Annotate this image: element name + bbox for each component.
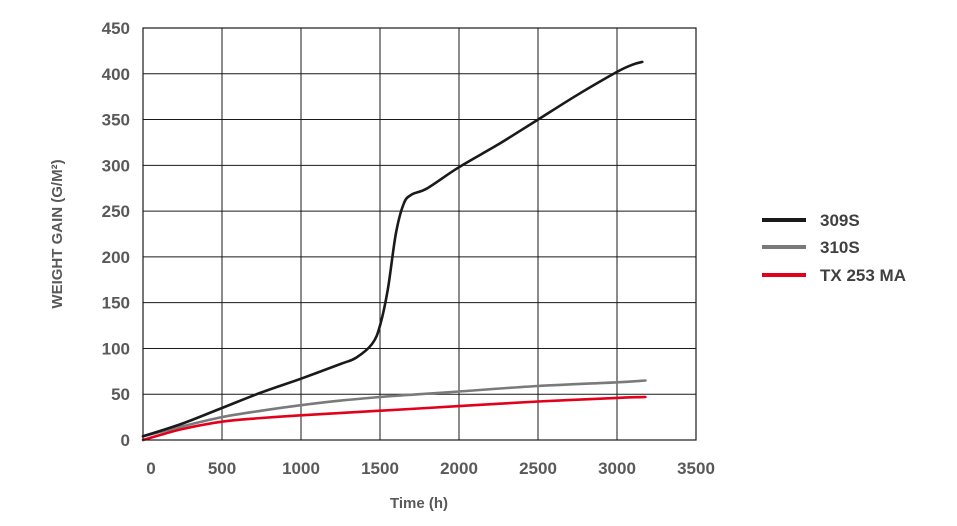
y-tick-label: 450: [102, 19, 130, 38]
y-tick-label: 400: [102, 65, 130, 84]
x-tick-label: 500: [208, 459, 236, 478]
y-tick-label: 200: [102, 248, 130, 267]
y-tick-label: 300: [102, 156, 130, 175]
x-tick-label: 0: [146, 459, 155, 478]
x-tick-label: 2500: [519, 459, 557, 478]
legend-label: TX 253 MA: [820, 266, 906, 285]
y-axis-title: WEIGHT GAIN (G/M²): [49, 159, 66, 308]
x-tick-label: 2000: [440, 459, 478, 478]
plot-frame: [142, 27, 697, 441]
y-axis-ticks: 0 50 100 150 200 250 300 350 400 450: [102, 19, 130, 450]
y-tick-label: 150: [102, 294, 130, 313]
x-axis-ticks: 0 500 1000 1500 2000 2500 3000 3500: [146, 459, 715, 478]
series-line-310s: [141, 379, 647, 438]
y-tick-label: 0: [121, 431, 130, 450]
x-tick-label: 1500: [361, 459, 399, 478]
x-tick-label: 1000: [282, 459, 320, 478]
y-tick-label: 50: [111, 385, 130, 404]
y-tick-label: 350: [102, 111, 130, 130]
x-tick-label: 3500: [677, 459, 715, 478]
chart-legend: 309S 310S TX 253 MA: [762, 211, 906, 285]
x-tick-label: 3000: [598, 459, 636, 478]
series-line-tx-253-ma: [141, 395, 647, 442]
chart-grid: [142, 27, 697, 441]
chart-series-lines: [141, 60, 647, 442]
y-tick-label: 100: [102, 339, 130, 358]
x-axis-title: Time (h): [390, 495, 448, 512]
series-line-309s: [141, 60, 644, 438]
y-tick-label: 250: [102, 202, 130, 221]
legend-label: 309S: [820, 211, 860, 230]
legend-label: 310S: [820, 238, 860, 257]
